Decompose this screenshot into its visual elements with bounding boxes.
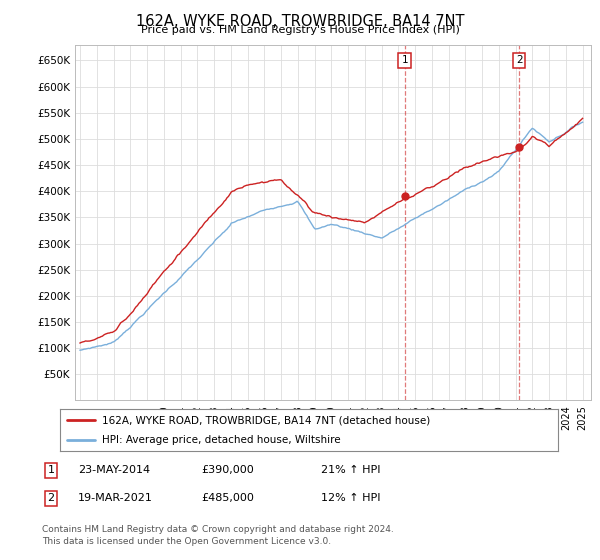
Text: 1: 1 <box>47 465 55 475</box>
Text: 2: 2 <box>516 55 523 66</box>
Text: HPI: Average price, detached house, Wiltshire: HPI: Average price, detached house, Wilt… <box>103 435 341 445</box>
Text: 2: 2 <box>47 493 55 503</box>
Text: £390,000: £390,000 <box>201 465 254 475</box>
Text: £485,000: £485,000 <box>201 493 254 503</box>
Text: 12% ↑ HPI: 12% ↑ HPI <box>321 493 380 503</box>
Text: Contains HM Land Registry data © Crown copyright and database right 2024.
This d: Contains HM Land Registry data © Crown c… <box>42 525 394 546</box>
Text: Price paid vs. HM Land Registry's House Price Index (HPI): Price paid vs. HM Land Registry's House … <box>140 25 460 35</box>
Text: 23-MAY-2014: 23-MAY-2014 <box>78 465 150 475</box>
Text: 162A, WYKE ROAD, TROWBRIDGE, BA14 7NT (detached house): 162A, WYKE ROAD, TROWBRIDGE, BA14 7NT (d… <box>103 415 431 425</box>
Text: 162A, WYKE ROAD, TROWBRIDGE, BA14 7NT: 162A, WYKE ROAD, TROWBRIDGE, BA14 7NT <box>136 14 464 29</box>
Text: 19-MAR-2021: 19-MAR-2021 <box>78 493 153 503</box>
Text: 1: 1 <box>401 55 408 66</box>
Text: 21% ↑ HPI: 21% ↑ HPI <box>321 465 380 475</box>
